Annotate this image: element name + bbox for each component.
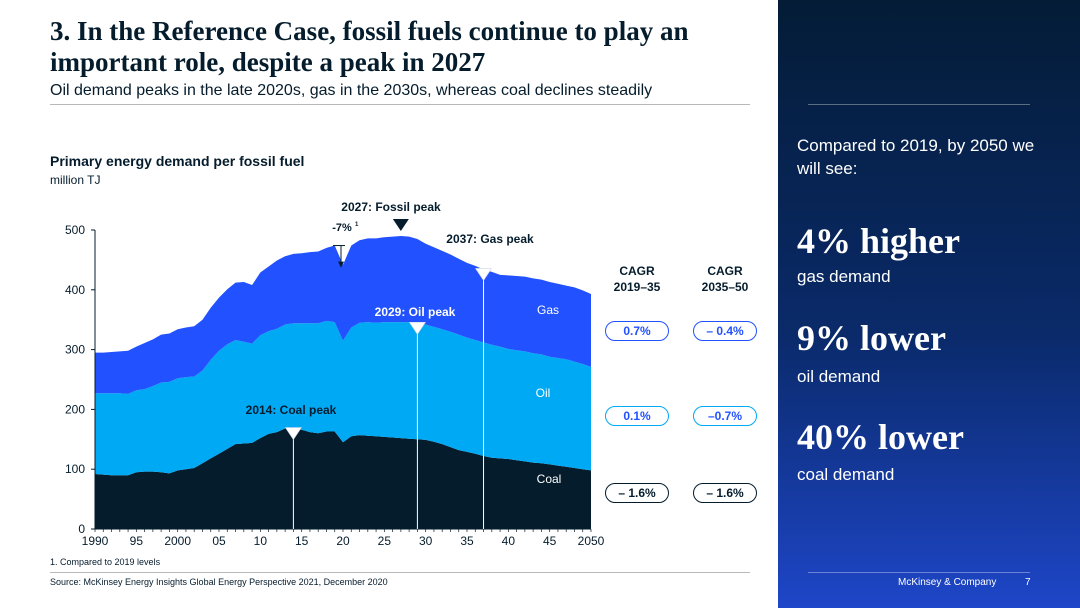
y-tick-label: 300 [65, 343, 85, 357]
drop-note-marker: 1 [355, 222, 359, 228]
x-tick-label: 95 [130, 534, 144, 548]
x-tick-label: 2000 [164, 534, 191, 548]
y-tick-label: 0 [78, 522, 85, 536]
coal-peak-marker [284, 427, 302, 441]
y-tick-label: 100 [65, 462, 85, 476]
series-label-oil: Oil [536, 386, 551, 400]
area-gas [95, 236, 591, 394]
divider [808, 572, 1030, 573]
stat-oil-label: oil demand [797, 367, 881, 386]
divider [50, 572, 750, 573]
x-tick-label: 40 [502, 534, 516, 548]
drop-label: -7% [332, 222, 352, 234]
stat-coal-value: 40% lower [797, 417, 964, 457]
page-number: 7 [1025, 577, 1031, 588]
series-label-coal: Coal [537, 472, 562, 486]
company-name: McKinsey & Company [898, 577, 997, 588]
cagr-oil-2019-35: 0.1% [605, 406, 669, 426]
drop-arrow [338, 261, 344, 268]
summary-panel: Compared to 2019, by 2050 we will see: 4… [778, 0, 1080, 608]
stat-gas-label: gas demand [797, 267, 891, 286]
stat-gas-value: 4% higher [797, 221, 961, 261]
y-tick-label: 500 [65, 223, 85, 237]
gas-peak-marker [474, 268, 493, 282]
x-tick-label: 35 [460, 534, 474, 548]
panel-intro: Compared to 2019, by 2050 we will see: [797, 136, 1035, 178]
cagr-coal-2019-35: – 1.6% [605, 483, 669, 503]
cagr-header-2035-50: CAGR 2035–50 [701, 264, 749, 294]
x-tick-label: 25 [378, 534, 392, 548]
cagr-oil-2035-50: –0.7% [693, 406, 757, 426]
oil-peak-label: 2029: Oil peak [375, 305, 456, 319]
chart-title: Primary energy demand per fossil fuel [50, 153, 305, 169]
source-note: Source: McKinsey Energy Insights Global … [50, 577, 388, 587]
x-tick-label: 1990 [82, 534, 109, 548]
fossil-peak-label: 2027: Fossil peak [341, 200, 441, 214]
cagr-gas-2035-50: – 0.4% [693, 321, 757, 341]
slide-subtitle: Oil demand peaks in the late 2020s, gas … [50, 82, 653, 99]
coal-peak-label: 2014: Coal peak [246, 403, 337, 417]
stacked-area-chart: 0 100 200 300 400 500 1990 95 2000 05 10 15 20 25 30 35… [65, 200, 605, 548]
x-tick-label: 2050 [578, 534, 605, 548]
gas-peak-label: 2037: Gas peak [446, 232, 534, 246]
y-tick-label: 200 [65, 402, 85, 416]
cagr-gas-2019-35: 0.7% [605, 321, 669, 341]
oil-peak-marker [408, 321, 426, 335]
divider [50, 104, 750, 105]
fossil-peak-arrow [392, 219, 409, 231]
y-tick-label: 400 [65, 283, 85, 297]
stat-coal-label: coal demand [797, 465, 895, 484]
cagr-coal-2035-50: – 1.6% [693, 483, 757, 503]
footnote: 1. Compared to 2019 levels [50, 557, 161, 567]
x-tick-label: 05 [212, 534, 226, 548]
area-oil [95, 320, 591, 476]
x-tick-label: 10 [254, 534, 268, 548]
chart-unit: million TJ [50, 173, 101, 187]
area-coal [95, 428, 591, 529]
x-tick-label: 15 [295, 534, 309, 548]
x-tick-label: 45 [543, 534, 557, 548]
x-tick-label: 20 [336, 534, 350, 548]
series-label-gas: Gas [537, 303, 559, 317]
x-tick-label: 30 [419, 534, 433, 548]
divider [808, 104, 1030, 105]
cagr-header-2019-35: CAGR 2019–35 [613, 264, 661, 294]
slide-title: 3. In the Reference Case, fossil fuels c… [50, 16, 689, 77]
stat-oil-value: 9% lower [797, 318, 946, 358]
